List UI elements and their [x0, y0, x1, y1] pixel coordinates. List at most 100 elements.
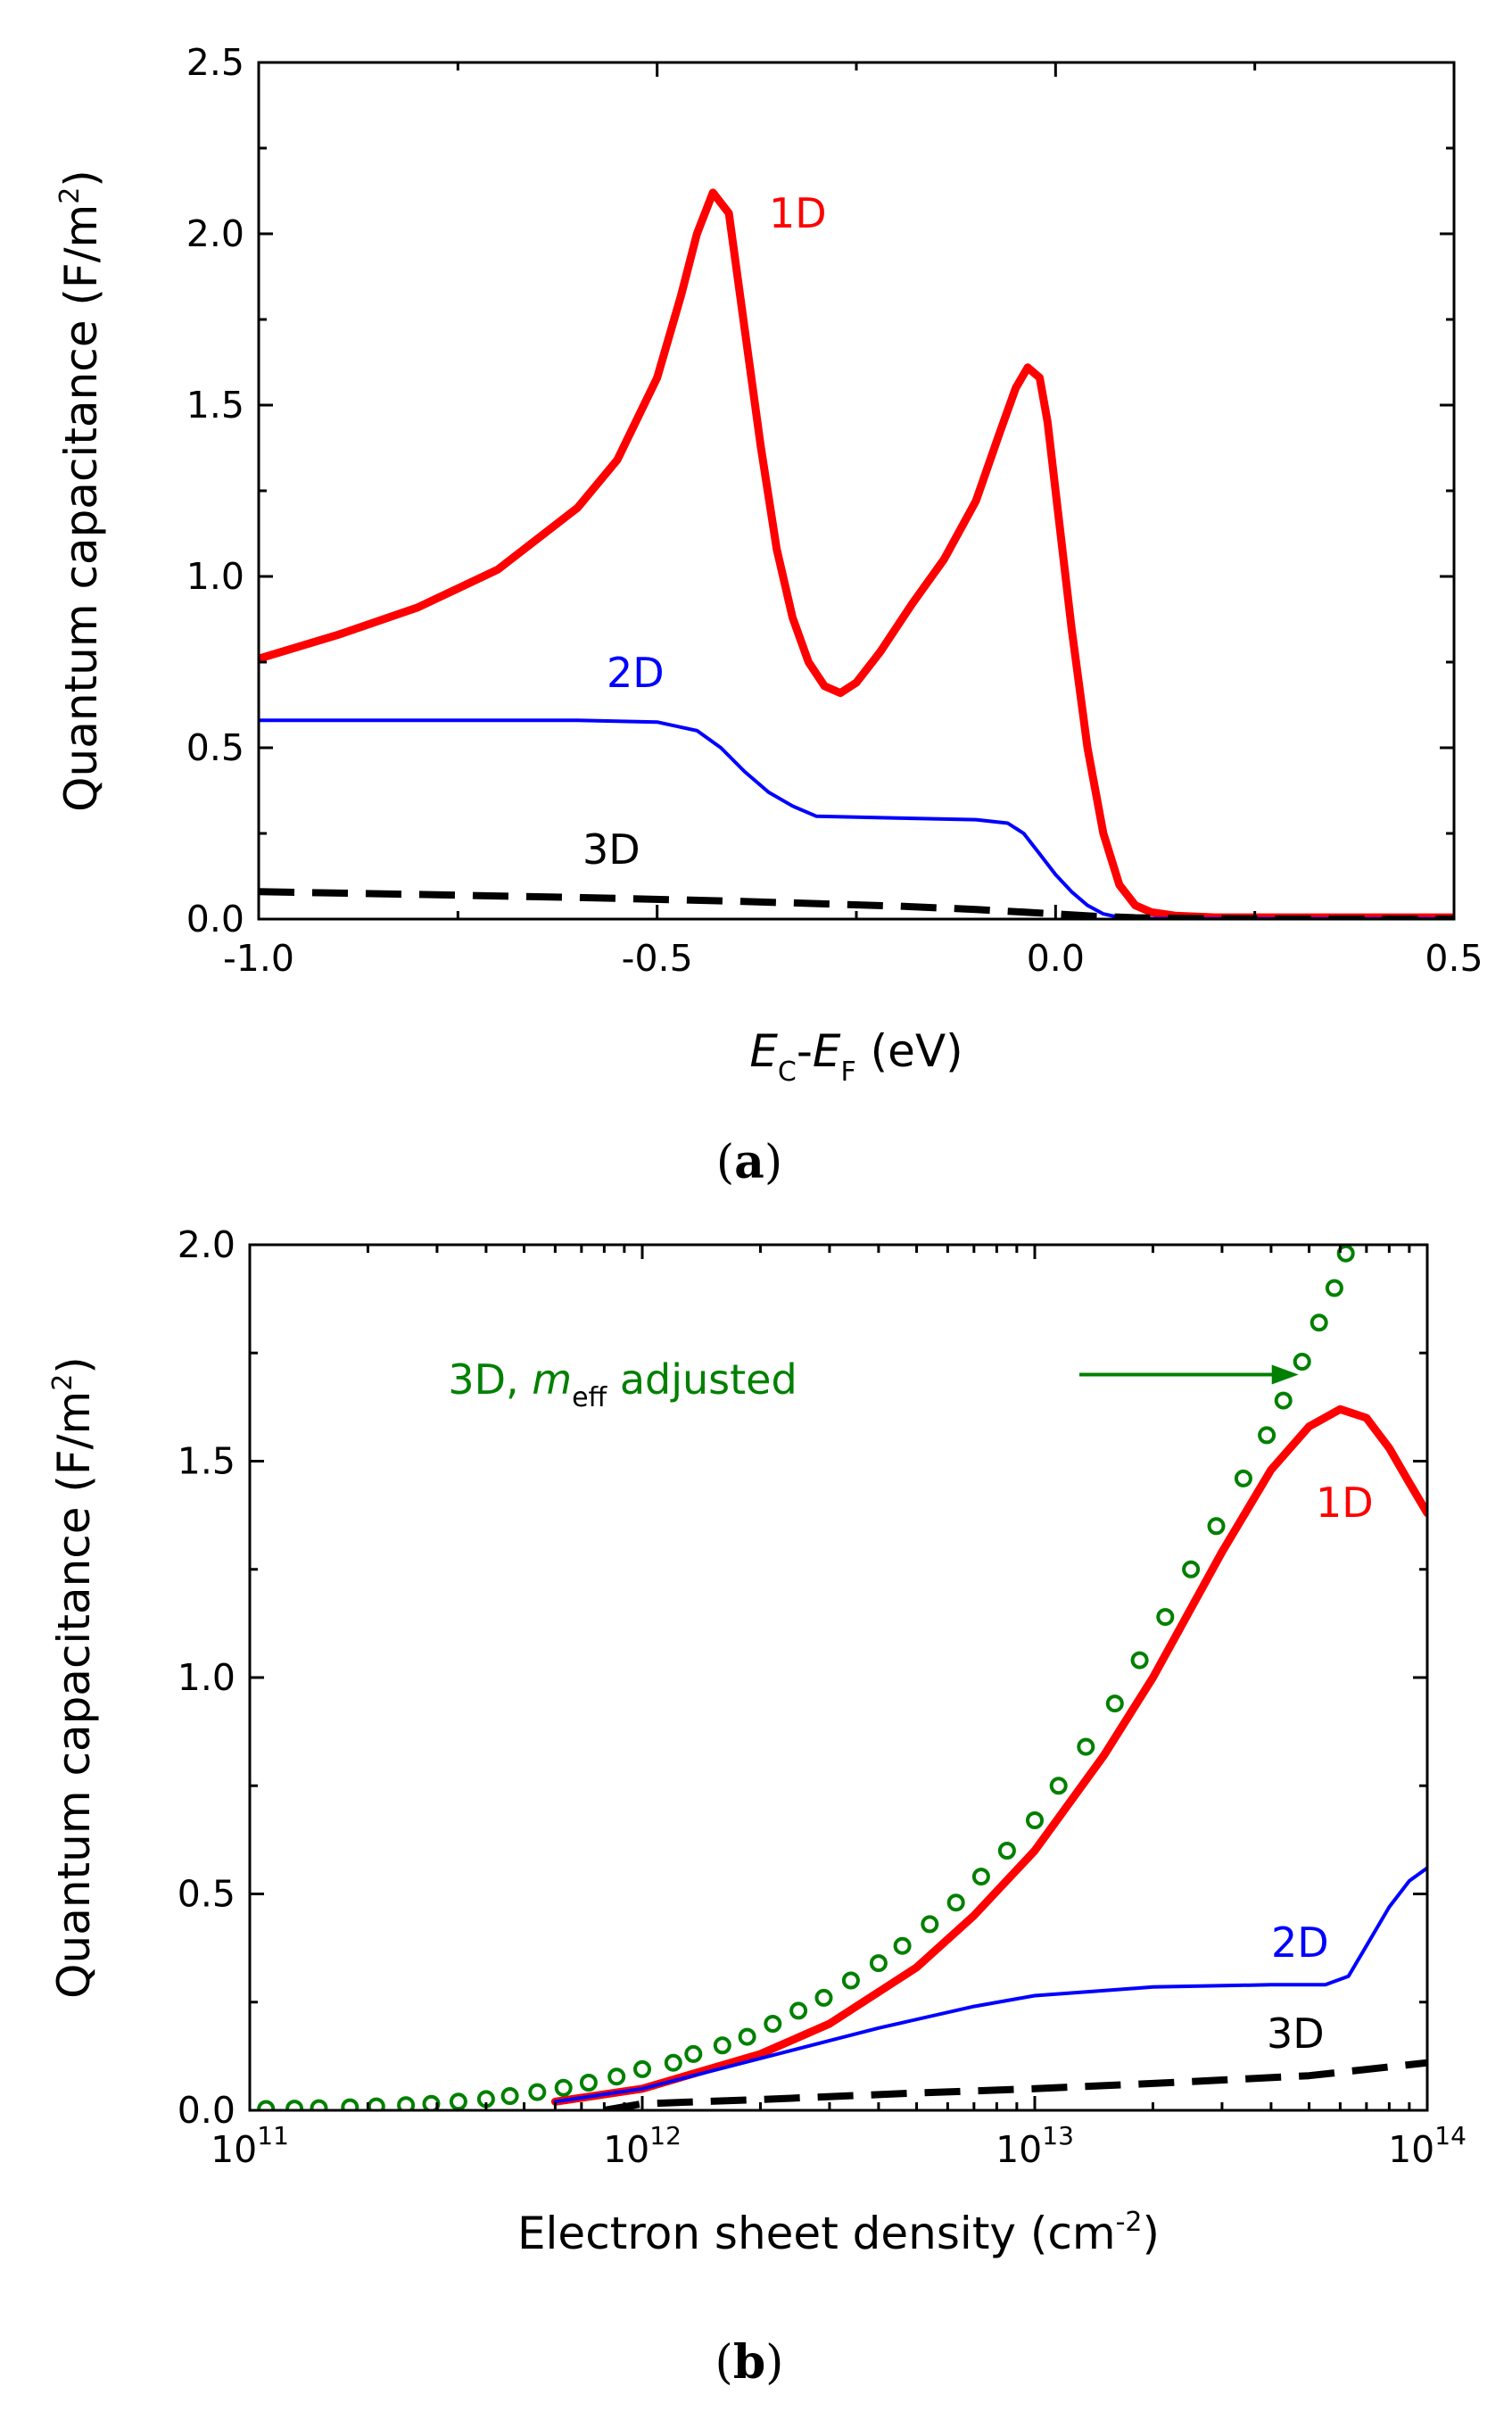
data-point	[1274, 1391, 1293, 1410]
data-point	[814, 1988, 833, 2007]
data-point	[579, 2074, 598, 2092]
chart-b-xlabel-sup: -2	[1116, 2207, 1143, 2238]
data-point	[1325, 1279, 1343, 1297]
x-tick-label: 0.5	[1425, 937, 1483, 980]
y-tick-label: 0.5	[178, 1873, 235, 1916]
chart-a-ticks: 0.0 0.5 1.0 1.5 2.0 2.5 -1.0 -0.5 0.0 0.5	[186, 41, 1483, 980]
data-point	[554, 2078, 573, 2097]
y-tick-label: 2.5	[186, 41, 244, 84]
chart-b-label-3d: 3D	[1267, 2009, 1325, 2058]
data-point	[893, 1936, 912, 1955]
data-point	[971, 1868, 990, 1886]
data-point	[684, 2044, 703, 2063]
x-tick-label-base: 10	[1388, 2128, 1434, 2171]
chart-b-annotation: 3D, meff adjusted	[448, 1355, 797, 1413]
y-tick-label: 1.5	[186, 384, 244, 427]
chart-a-ylabel: Quantum capacitance (F/m2)	[54, 170, 107, 812]
data-point	[1049, 1777, 1068, 1795]
chart-b-ylabel-close: )	[48, 1356, 100, 1374]
data-point	[789, 2001, 808, 2020]
data-point	[1156, 1608, 1175, 1627]
data-point	[738, 2027, 756, 2046]
x-tick-label-exp: 12	[649, 2121, 682, 2150]
x-tick-label-base: 10	[996, 2128, 1042, 2171]
chart-b-ylabel-sup: 2	[47, 1374, 78, 1391]
chart-b-series-3d	[603, 2059, 1427, 2110]
data-point	[633, 2059, 651, 2078]
data-point	[341, 2098, 359, 2110]
data-point	[1105, 1694, 1124, 1713]
chart-b-panel-label: (b)	[715, 2335, 784, 2390]
chart-a-label-2d: 2D	[607, 649, 665, 697]
data-point	[607, 2067, 626, 2086]
chart-a-panel-label: (a)	[716, 1135, 782, 1189]
chart-b-plot-area	[257, 1245, 1427, 2110]
chart-a-xlabel: EC-EF (eV)	[749, 1025, 963, 1088]
chart-a-label-3d: 3D	[582, 825, 640, 874]
data-point	[1336, 1245, 1355, 1263]
chart-b-ylabel: Quantum capacitance (F/m2)	[47, 1356, 100, 1999]
chart-a-xlabel-e1: E	[749, 1025, 778, 1077]
y-tick-label: 0.5	[186, 726, 244, 769]
chart-b-annotation-post: adjusted	[607, 1355, 797, 1404]
data-point	[285, 2100, 304, 2110]
chart-b-ylabel-main: Quantum capacitance (F/m	[48, 1391, 100, 1999]
arrow-head	[1271, 1364, 1299, 1385]
data-point	[422, 2094, 441, 2110]
data-point	[997, 1842, 1016, 1860]
x-tick-label: -1.0	[223, 937, 294, 980]
chart-a-ylabel-main: Quantum capacitance (F/m	[55, 204, 107, 812]
x-tick-label: -0.5	[622, 937, 693, 980]
chart-b-annotation-pre: 3D,	[448, 1355, 532, 1404]
data-point	[1293, 1353, 1311, 1371]
chart-b-annotation-m: m	[532, 1355, 572, 1404]
chart-a-xlabel-unit: (eV)	[856, 1025, 963, 1077]
data-point	[528, 2083, 547, 2101]
chart-a-series-2d	[259, 718, 1454, 919]
x-tick-label-exp: 11	[257, 2121, 289, 2150]
data-point	[1130, 1651, 1149, 1670]
chart-a-xlabel-sub2: F	[841, 1056, 856, 1088]
data-point	[310, 2099, 328, 2110]
y-tick-label: 0.0	[178, 2089, 235, 2132]
x-tick-label: 1011	[211, 2121, 289, 2171]
data-point	[713, 2036, 731, 2055]
data-point	[449, 2092, 467, 2110]
y-tick-label: 0.0	[186, 898, 244, 940]
y-tick-label: 1.0	[178, 1656, 235, 1699]
chart-b-panel-letter: b	[733, 2335, 765, 2390]
y-tick-label: 1.0	[186, 555, 244, 598]
chart-b-xlabel-main: Electron sheet density (cm	[517, 2208, 1116, 2259]
chart-a-xlabel-sub1: C	[778, 1056, 797, 1088]
chart-panel-a: 0.0 0.5 1.0 1.5 2.0 2.5 -1.0 -0.5 0.0 0.5 1D 2D 3…	[54, 41, 1483, 1189]
chart-a-ylabel-sup: 2	[54, 187, 86, 204]
chart-a-plot-area	[259, 188, 1454, 919]
x-tick-label-exp: 14	[1434, 2121, 1467, 2150]
data-point	[921, 1915, 939, 1934]
chart-a-series-1d	[259, 188, 1454, 919]
data-point	[1234, 1469, 1252, 1487]
chart-a-ylabel-close: )	[55, 170, 107, 187]
x-tick-label: 1012	[603, 2121, 682, 2171]
x-tick-label: 1014	[1388, 2121, 1467, 2171]
chart-b-label-1d: 1D	[1316, 1479, 1374, 1527]
data-point	[1026, 1811, 1044, 1829]
chart-b-label-2d: 2D	[1271, 1918, 1329, 1967]
chart-b-frame	[248, 1243, 1429, 2112]
chart-a-label-1d: 1D	[769, 189, 827, 237]
data-point	[1182, 1560, 1201, 1578]
chart-b-annotation-arrow	[1079, 1364, 1299, 1385]
chart-b-series-3d-meff-adjusted	[257, 1245, 1355, 2110]
x-tick-label: 1013	[996, 2121, 1074, 2171]
data-point	[1310, 1313, 1328, 1332]
y-tick-label: 2.0	[186, 212, 244, 255]
data-point	[841, 1971, 860, 1990]
chart-a-frame	[257, 61, 1456, 921]
data-point	[1077, 1737, 1095, 1756]
data-point	[1207, 1517, 1226, 1536]
x-tick-label-base: 10	[211, 2128, 257, 2171]
y-tick-label: 1.5	[178, 1440, 235, 1483]
